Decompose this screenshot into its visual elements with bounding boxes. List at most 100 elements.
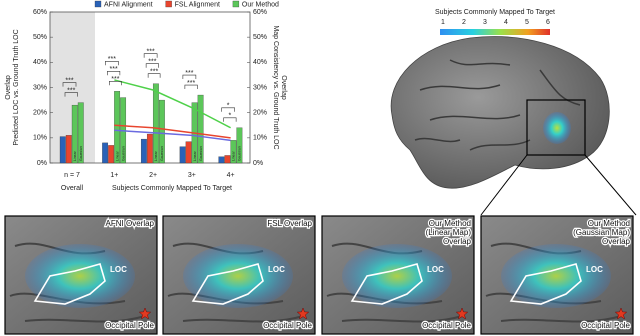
bar-label: Gaussian xyxy=(121,146,125,161)
landmark-label: Occipital Pole xyxy=(581,321,630,330)
colorbar-tick: 1 xyxy=(441,19,445,26)
bar xyxy=(102,142,109,164)
y-axis-label: Overlap xyxy=(5,75,12,100)
bar-label: Gaussian xyxy=(160,146,164,161)
bar xyxy=(152,83,159,164)
panel-title: AFNI Overlap xyxy=(106,219,155,228)
sig-bracket xyxy=(184,84,198,90)
x-tick-label: 2+ xyxy=(149,172,157,179)
y-tick-label: 0% xyxy=(37,160,47,167)
bar xyxy=(108,145,115,164)
bar-label: Linear xyxy=(154,150,158,161)
sig-stars: * xyxy=(227,103,230,110)
roi-outline xyxy=(33,263,106,305)
sig-bracket xyxy=(107,70,121,76)
colorbar-title: Subjects Commonly Mapped To Target xyxy=(435,9,555,16)
y2-tick-label: 20% xyxy=(253,110,267,117)
x-tick-label: 3+ xyxy=(188,172,196,179)
landmark-star xyxy=(455,307,469,320)
roi-label: LOC xyxy=(110,265,127,274)
activation xyxy=(183,244,293,308)
sig-stars: *** xyxy=(67,87,75,94)
panel-title: Our Method xyxy=(588,219,630,228)
x-tick-label: 4+ xyxy=(227,172,235,179)
y2-axis-label: Overlap xyxy=(280,75,287,100)
roi-outline xyxy=(509,263,582,305)
legend-label: FSL Alignment xyxy=(175,1,220,8)
colorbar-tick: 5 xyxy=(525,19,529,26)
bar xyxy=(185,141,192,164)
sig-stars: *** xyxy=(108,56,116,63)
roi-label: LOC xyxy=(427,265,444,274)
brain-sulci xyxy=(414,59,581,151)
zoom-box xyxy=(526,99,586,156)
y-tick-label: 60% xyxy=(33,9,47,16)
roi-label: LOC xyxy=(268,265,285,274)
sig-stars: *** xyxy=(147,49,155,56)
bar xyxy=(146,133,153,164)
sig-bracket xyxy=(105,60,119,66)
bar xyxy=(179,146,186,164)
bar-label: Linear xyxy=(232,150,236,161)
activation xyxy=(342,244,452,308)
y-tick-label: 50% xyxy=(33,34,47,41)
sig-bracket xyxy=(143,53,158,58)
bar xyxy=(59,136,66,164)
roi-outline xyxy=(350,263,423,305)
bar xyxy=(158,99,165,164)
zoom-line xyxy=(584,154,637,216)
sig-bracket xyxy=(147,73,161,78)
bar-label: Linear xyxy=(193,150,197,161)
legend-swatch xyxy=(165,0,172,8)
bar xyxy=(236,127,243,164)
sig-stars: * xyxy=(229,113,232,120)
bar-label: Gaussian xyxy=(238,146,242,161)
sig-bracket xyxy=(182,74,197,80)
sig-stars: *** xyxy=(185,70,193,77)
panel-title: (Gaussian Map) xyxy=(573,228,630,237)
colorbar-tick: 4 xyxy=(504,19,508,26)
activation xyxy=(501,244,611,308)
sig-stars: *** xyxy=(65,77,73,84)
panel-title: FSL Overlap xyxy=(267,219,312,228)
y2-tick-label: 40% xyxy=(253,59,267,66)
y2-axis-label: Map Consistency vs. Ground Truth LOC xyxy=(272,25,279,149)
x-tick-label: n = 7 xyxy=(64,172,80,179)
y-tick-label: 40% xyxy=(33,59,47,66)
y2-tick-label: 60% xyxy=(253,9,267,16)
colorbar xyxy=(440,29,550,35)
sig-stars: *** xyxy=(187,80,195,87)
y-tick-label: 30% xyxy=(33,84,47,91)
bar-label: Linear xyxy=(73,150,77,161)
colorbar-tick: 6 xyxy=(546,19,550,26)
legend-swatch xyxy=(94,0,102,8)
landmark-star xyxy=(614,307,628,320)
bar xyxy=(114,91,121,164)
bar xyxy=(77,102,84,164)
landmark-label: Occipital Pole xyxy=(263,321,312,330)
bar xyxy=(197,94,204,164)
sig-bracket xyxy=(145,63,159,68)
colorbar-tick: 3 xyxy=(483,19,487,26)
legend-label: Our Method xyxy=(242,1,279,8)
x-tick-label: 1+ xyxy=(110,172,118,179)
sig-stars: *** xyxy=(110,66,118,73)
sig-bracket xyxy=(109,80,122,86)
panel-title: Overlap xyxy=(443,237,472,246)
y2-tick-label: 10% xyxy=(253,135,267,142)
activation xyxy=(25,244,135,308)
y-tick-label: 10% xyxy=(33,135,47,142)
bar xyxy=(230,140,237,164)
sig-stars: *** xyxy=(148,59,156,66)
bar xyxy=(71,104,78,164)
bar-label: Gaussian xyxy=(79,146,83,161)
roi-outline xyxy=(191,263,264,305)
legend-label: AFNI Alignment xyxy=(104,1,153,8)
y-axis-label: Predicted LOC vs. Ground Truth LOC xyxy=(13,29,20,145)
bar xyxy=(140,138,147,164)
sig-bracket xyxy=(64,92,78,97)
sig-stars: *** xyxy=(111,76,119,83)
bar xyxy=(224,155,231,164)
sig-stars: *** xyxy=(150,69,158,76)
